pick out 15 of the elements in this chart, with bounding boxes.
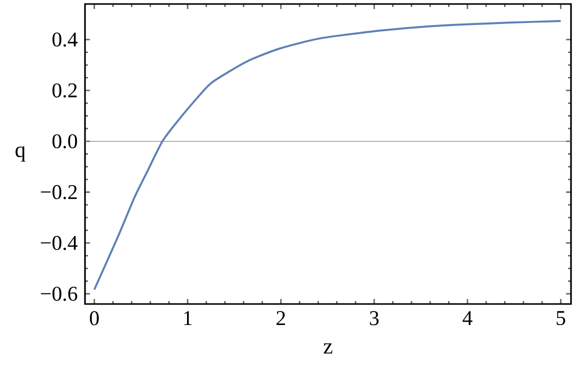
y-tick-label: 0.2 [52, 83, 77, 98]
y-tick-label: 0.4 [52, 32, 78, 47]
y-tick-label: 0.0 [52, 134, 78, 148]
y-tick-label: −0.2 [40, 185, 77, 200]
line-series [93, 20, 562, 291]
y-axis-title: q [16, 146, 26, 162]
y-tick-label: −0.4 [40, 236, 78, 250]
x-tick-label: 1 [184, 311, 192, 325]
y-tick-label: −0.6 [40, 286, 78, 301]
x-tick-label: 2 [276, 311, 285, 326]
x-axis-title: z [324, 343, 332, 354]
x-tick-label: 4 [462, 311, 472, 325]
x-tick-label: 5 [556, 311, 566, 326]
x-tick-label: 0 [90, 311, 99, 326]
x-tick-label: 3 [370, 311, 379, 326]
